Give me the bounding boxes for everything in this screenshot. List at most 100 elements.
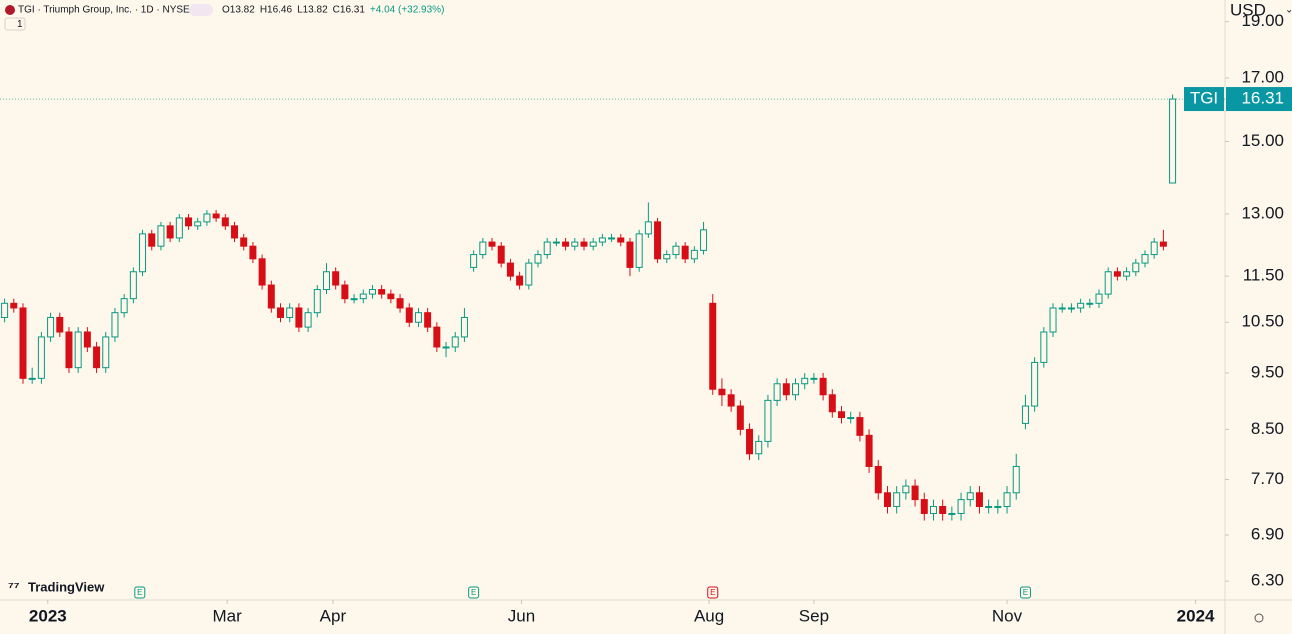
brand-logo[interactable]: ⁷⁷ — [8, 579, 20, 595]
candle-body — [1049, 307, 1057, 333]
candle-body — [378, 289, 386, 295]
y-tick-label: 6.30 — [1251, 571, 1284, 590]
candle-body — [1067, 307, 1075, 310]
candle-body — [966, 492, 974, 501]
y-tick-label: 15.00 — [1241, 131, 1284, 150]
candle-body — [470, 254, 478, 268]
candle-body — [939, 505, 947, 514]
event-marker[interactable] — [468, 586, 480, 599]
candle-body — [350, 298, 358, 301]
candle-body — [10, 302, 18, 309]
candle-body — [893, 492, 901, 507]
candle-body — [1159, 241, 1167, 247]
candle-body — [148, 233, 156, 247]
candle-body — [304, 312, 312, 328]
candle-body — [157, 225, 165, 247]
candle-body — [755, 440, 763, 455]
candle-body — [276, 307, 284, 318]
candle-body — [424, 312, 432, 328]
currency-dropdown[interactable]: ⌄ — [1285, 5, 1292, 16]
legend-value: +4.04 (+32.93%) — [370, 5, 445, 16]
candle-body — [313, 289, 321, 314]
candle-body — [580, 241, 588, 247]
x-tick-label: Mar — [213, 606, 243, 625]
candle-body — [589, 241, 597, 247]
collapse-button[interactable] — [4, 17, 26, 31]
y-tick-label: 10.50 — [1241, 312, 1284, 331]
candle-body — [635, 233, 643, 268]
candle-body — [746, 428, 754, 455]
candle-body — [433, 326, 441, 348]
candle-body — [488, 241, 496, 247]
x-tick-label: Apr — [320, 606, 347, 625]
candle-body — [801, 377, 809, 385]
settings-button[interactable] — [1254, 613, 1264, 623]
candle-body — [700, 229, 708, 251]
legend-value: O13.82 — [222, 5, 255, 16]
legend-value: H16.46 — [260, 5, 293, 16]
candle-body — [644, 221, 652, 235]
candle-body — [690, 249, 698, 260]
status-badge[interactable] — [189, 4, 213, 16]
candle-body — [295, 307, 303, 328]
event-marker[interactable] — [707, 586, 719, 599]
candle-body — [865, 434, 873, 467]
candle-body — [1012, 465, 1020, 494]
x-tick-label: Nov — [992, 606, 1023, 625]
candle-body — [497, 245, 505, 264]
candle-body — [414, 312, 422, 323]
event-label: E — [471, 588, 476, 597]
y-tick-label: 11.50 — [1243, 266, 1284, 285]
x-tick-label: Sep — [799, 606, 829, 625]
candle-body — [451, 336, 459, 348]
collapse-count[interactable]: 1 — [17, 19, 23, 30]
event-label: E — [137, 588, 142, 597]
currency-selector[interactable]: USD — [1230, 0, 1266, 19]
candle-body — [231, 225, 239, 239]
candle-body — [286, 307, 294, 318]
candle-body — [994, 505, 1002, 508]
candle-body — [1, 302, 9, 318]
candle-body — [47, 316, 55, 338]
candle-body — [139, 233, 147, 273]
event-marker[interactable] — [1019, 586, 1031, 599]
candle-body — [506, 262, 514, 277]
symbol-title[interactable]: TGI · Triumph Group, Inc. · 1D · NYSE — [18, 5, 190, 16]
event-marker[interactable] — [134, 586, 146, 599]
y-tick-label: 17.00 — [1241, 68, 1284, 87]
candle-body — [773, 383, 781, 401]
candle-body — [442, 346, 450, 349]
candle-body — [883, 492, 891, 507]
candle-body — [258, 258, 266, 286]
candle-body — [975, 492, 983, 507]
candle-body — [957, 499, 965, 514]
candle-body — [74, 331, 82, 369]
brand-name[interactable]: TradingView — [28, 579, 105, 594]
y-tick-label: 13.00 — [1241, 203, 1284, 222]
legend-value: C16.31 — [333, 5, 366, 16]
candle-body — [571, 241, 579, 247]
candle-body — [608, 237, 616, 240]
candle-body — [534, 254, 542, 264]
candle-body — [212, 213, 220, 219]
candle-body — [405, 307, 413, 323]
candle-body — [396, 298, 404, 309]
candle-body — [736, 405, 744, 430]
symbol-logo — [5, 5, 15, 15]
y-tick-label: 19.00 — [1241, 11, 1284, 30]
candle-body — [837, 411, 845, 419]
candle-body — [681, 245, 689, 260]
candle-body — [552, 241, 560, 244]
candle-body — [37, 336, 45, 379]
y-tick-label: 7.70 — [1251, 469, 1284, 488]
candle-body — [985, 505, 993, 508]
candle-body — [1086, 302, 1094, 305]
candle-body — [598, 237, 606, 243]
candle-body — [322, 271, 330, 291]
candle-body — [1077, 302, 1085, 309]
candle-body — [387, 293, 395, 300]
y-tick-label: 6.90 — [1251, 525, 1284, 544]
candle-body — [185, 217, 193, 227]
